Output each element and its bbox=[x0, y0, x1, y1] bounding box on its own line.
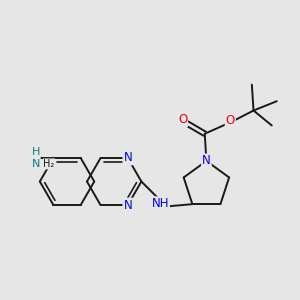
Text: N: N bbox=[32, 159, 41, 169]
Text: N: N bbox=[123, 152, 132, 164]
Text: H: H bbox=[32, 147, 41, 157]
Text: N: N bbox=[123, 199, 132, 212]
Text: NH: NH bbox=[152, 197, 169, 210]
Text: N: N bbox=[202, 154, 211, 167]
Text: H₂: H₂ bbox=[44, 159, 55, 169]
Text: O: O bbox=[178, 113, 187, 126]
Text: O: O bbox=[226, 114, 235, 127]
